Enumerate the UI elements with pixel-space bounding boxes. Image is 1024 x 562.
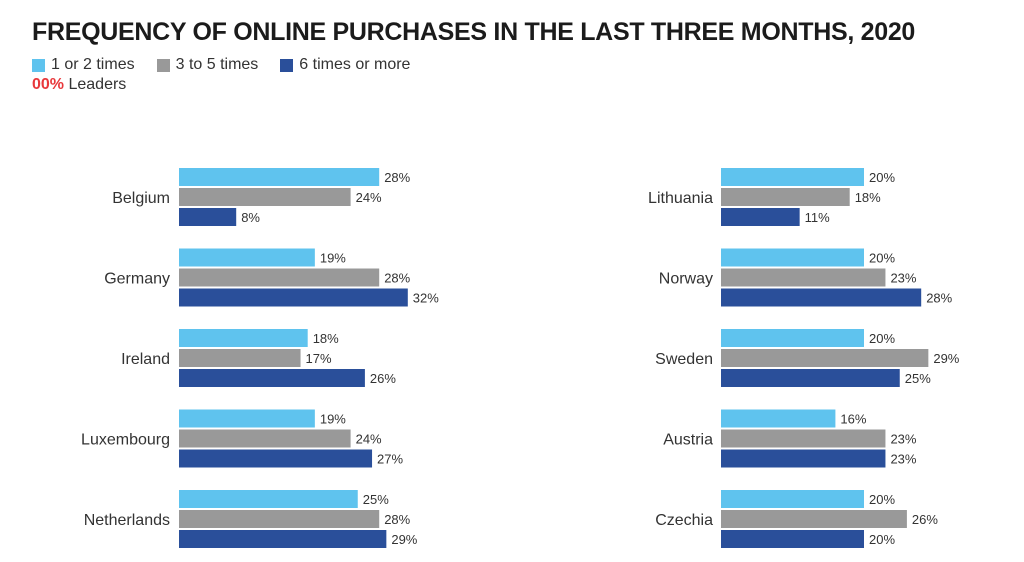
value-label: 18% [313,331,339,346]
leaders-note: 00% Leaders [32,76,126,94]
bar [179,188,351,206]
legend-swatch-grey [156,58,170,72]
bar [721,369,900,387]
value-label: 28% [384,271,410,286]
bar [721,268,886,287]
bar [721,168,864,186]
bar [721,248,864,267]
bar [721,349,929,367]
bar [721,530,864,548]
category-label: Lithuania [648,190,713,207]
bar [179,409,315,428]
legend-label: 3 to 5 times [175,56,259,73]
bar [179,288,408,307]
bar [179,329,308,347]
value-label: 8% [241,210,260,225]
legend-item-3-5: 3 to 5 times [156,56,259,74]
value-label: 29% [391,532,417,547]
bar [179,429,351,448]
value-label: 26% [912,512,938,527]
value-label: 20% [869,492,895,507]
category-label: Ireland [121,351,170,368]
legend-swatch-dark-blue [280,58,294,72]
value-label: 25% [905,371,931,386]
category-label: Luxembourg [81,432,170,449]
bar [721,208,800,226]
bar [179,349,301,367]
bar [721,429,886,448]
value-label: 20% [869,532,895,547]
bar [179,510,380,528]
bar [721,510,907,528]
leaders-value: 00% [32,76,65,93]
value-label: 16% [840,412,866,427]
value-label: 24% [356,432,382,447]
bar [179,490,358,508]
category-label: Austria [663,432,713,449]
legend: 1 or 2 times 3 to 5 times 6 times or mor… [32,56,410,74]
bar [721,188,850,206]
value-label: 32% [413,291,439,306]
legend-item-1-2: 1 or 2 times [32,56,135,74]
bar [179,530,387,548]
value-label: 17% [306,351,332,366]
value-label: 28% [926,291,952,306]
legend-label: 6 times or more [299,56,411,73]
value-label: 19% [320,251,346,266]
value-label: 28% [384,512,410,527]
bar [721,329,864,347]
legend-label: 1 or 2 times [51,56,135,73]
bar [179,268,380,287]
value-label: 24% [356,190,382,205]
bar [179,168,380,186]
leaders-label: Leaders [68,76,127,93]
bar [179,449,373,468]
value-label: 27% [377,452,403,467]
bar [179,248,315,267]
value-label: 19% [320,412,346,427]
category-label: Sweden [655,351,713,368]
value-label: 25% [363,492,389,507]
category-label: Germany [104,271,170,288]
bar [179,369,365,387]
value-label: 23% [890,432,916,447]
value-label: 20% [869,331,895,346]
category-label: Czechia [655,512,713,529]
value-label: 23% [890,271,916,286]
value-label: 28% [384,170,410,185]
value-label: 23% [890,452,916,467]
legend-swatch-light-blue [32,58,45,72]
bar [721,490,864,508]
value-label: 20% [869,170,895,185]
bar [179,208,237,226]
category-label: Belgium [112,190,170,207]
value-label: 20% [869,251,895,266]
category-label: Netherlands [84,512,170,529]
category-label: Norway [659,271,713,288]
value-label: 26% [370,371,396,386]
bar [721,288,922,307]
bar [721,409,836,428]
legend-item-6-plus: 6 times or more [280,56,410,74]
value-label: 18% [855,190,881,205]
bar [721,449,886,468]
value-label: 11% [805,210,830,225]
chart-title: FREQUENCY OF ONLINE PURCHASES IN THE LAS… [32,18,916,46]
value-label: 29% [933,351,959,366]
